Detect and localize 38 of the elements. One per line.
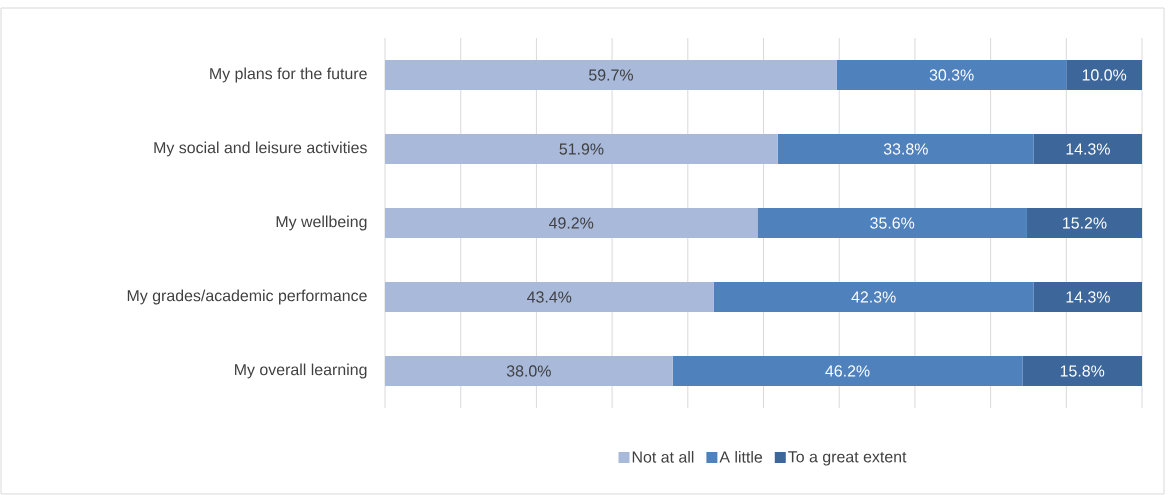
data-label: 15.2% bbox=[1063, 217, 1107, 229]
bar bbox=[1026, 207, 1143, 238]
bar bbox=[385, 207, 758, 238]
data-label: 30.3% bbox=[929, 69, 974, 81]
data-label: 14.3% bbox=[1066, 291, 1110, 303]
bar bbox=[836, 59, 1067, 90]
bar bbox=[1022, 355, 1143, 386]
data-label: 51.9% bbox=[559, 143, 604, 155]
data-label: 42.3% bbox=[851, 291, 896, 303]
bar bbox=[385, 355, 673, 386]
data-label: 35.6% bbox=[870, 217, 915, 229]
bar bbox=[385, 281, 714, 312]
bar bbox=[672, 355, 1023, 386]
legend-label: Not at all bbox=[632, 451, 694, 463]
legend-label: To a great extent bbox=[788, 451, 907, 466]
data-label: 33.8% bbox=[883, 143, 928, 155]
data-label: 49.2% bbox=[548, 217, 594, 229]
y-tick-label: My grades/academic performance bbox=[127, 289, 367, 305]
data-label: 10.0% bbox=[1082, 69, 1127, 81]
data-label: 14.3% bbox=[1066, 143, 1110, 155]
bar bbox=[1066, 59, 1143, 90]
data-label: 59.7% bbox=[589, 69, 634, 81]
legend-label: A little bbox=[719, 451, 763, 463]
data-label: 43.4% bbox=[527, 291, 572, 303]
data-label: 38.0% bbox=[506, 365, 551, 377]
bar bbox=[1033, 281, 1143, 312]
bar bbox=[385, 59, 837, 90]
y-tick-label: My wellbeing bbox=[276, 215, 367, 231]
y-tick-label: My plans for the future bbox=[210, 67, 367, 83]
y-tick-label: My social and leisure activities bbox=[154, 141, 367, 157]
bar bbox=[713, 281, 1034, 312]
data-label: 15.8% bbox=[1060, 365, 1105, 377]
bar bbox=[757, 207, 1027, 238]
data-label: 46.2% bbox=[825, 365, 870, 377]
bar bbox=[1033, 133, 1143, 164]
y-tick-label: My overall learning bbox=[235, 363, 367, 379]
bar bbox=[777, 133, 1034, 164]
bar bbox=[385, 133, 778, 164]
